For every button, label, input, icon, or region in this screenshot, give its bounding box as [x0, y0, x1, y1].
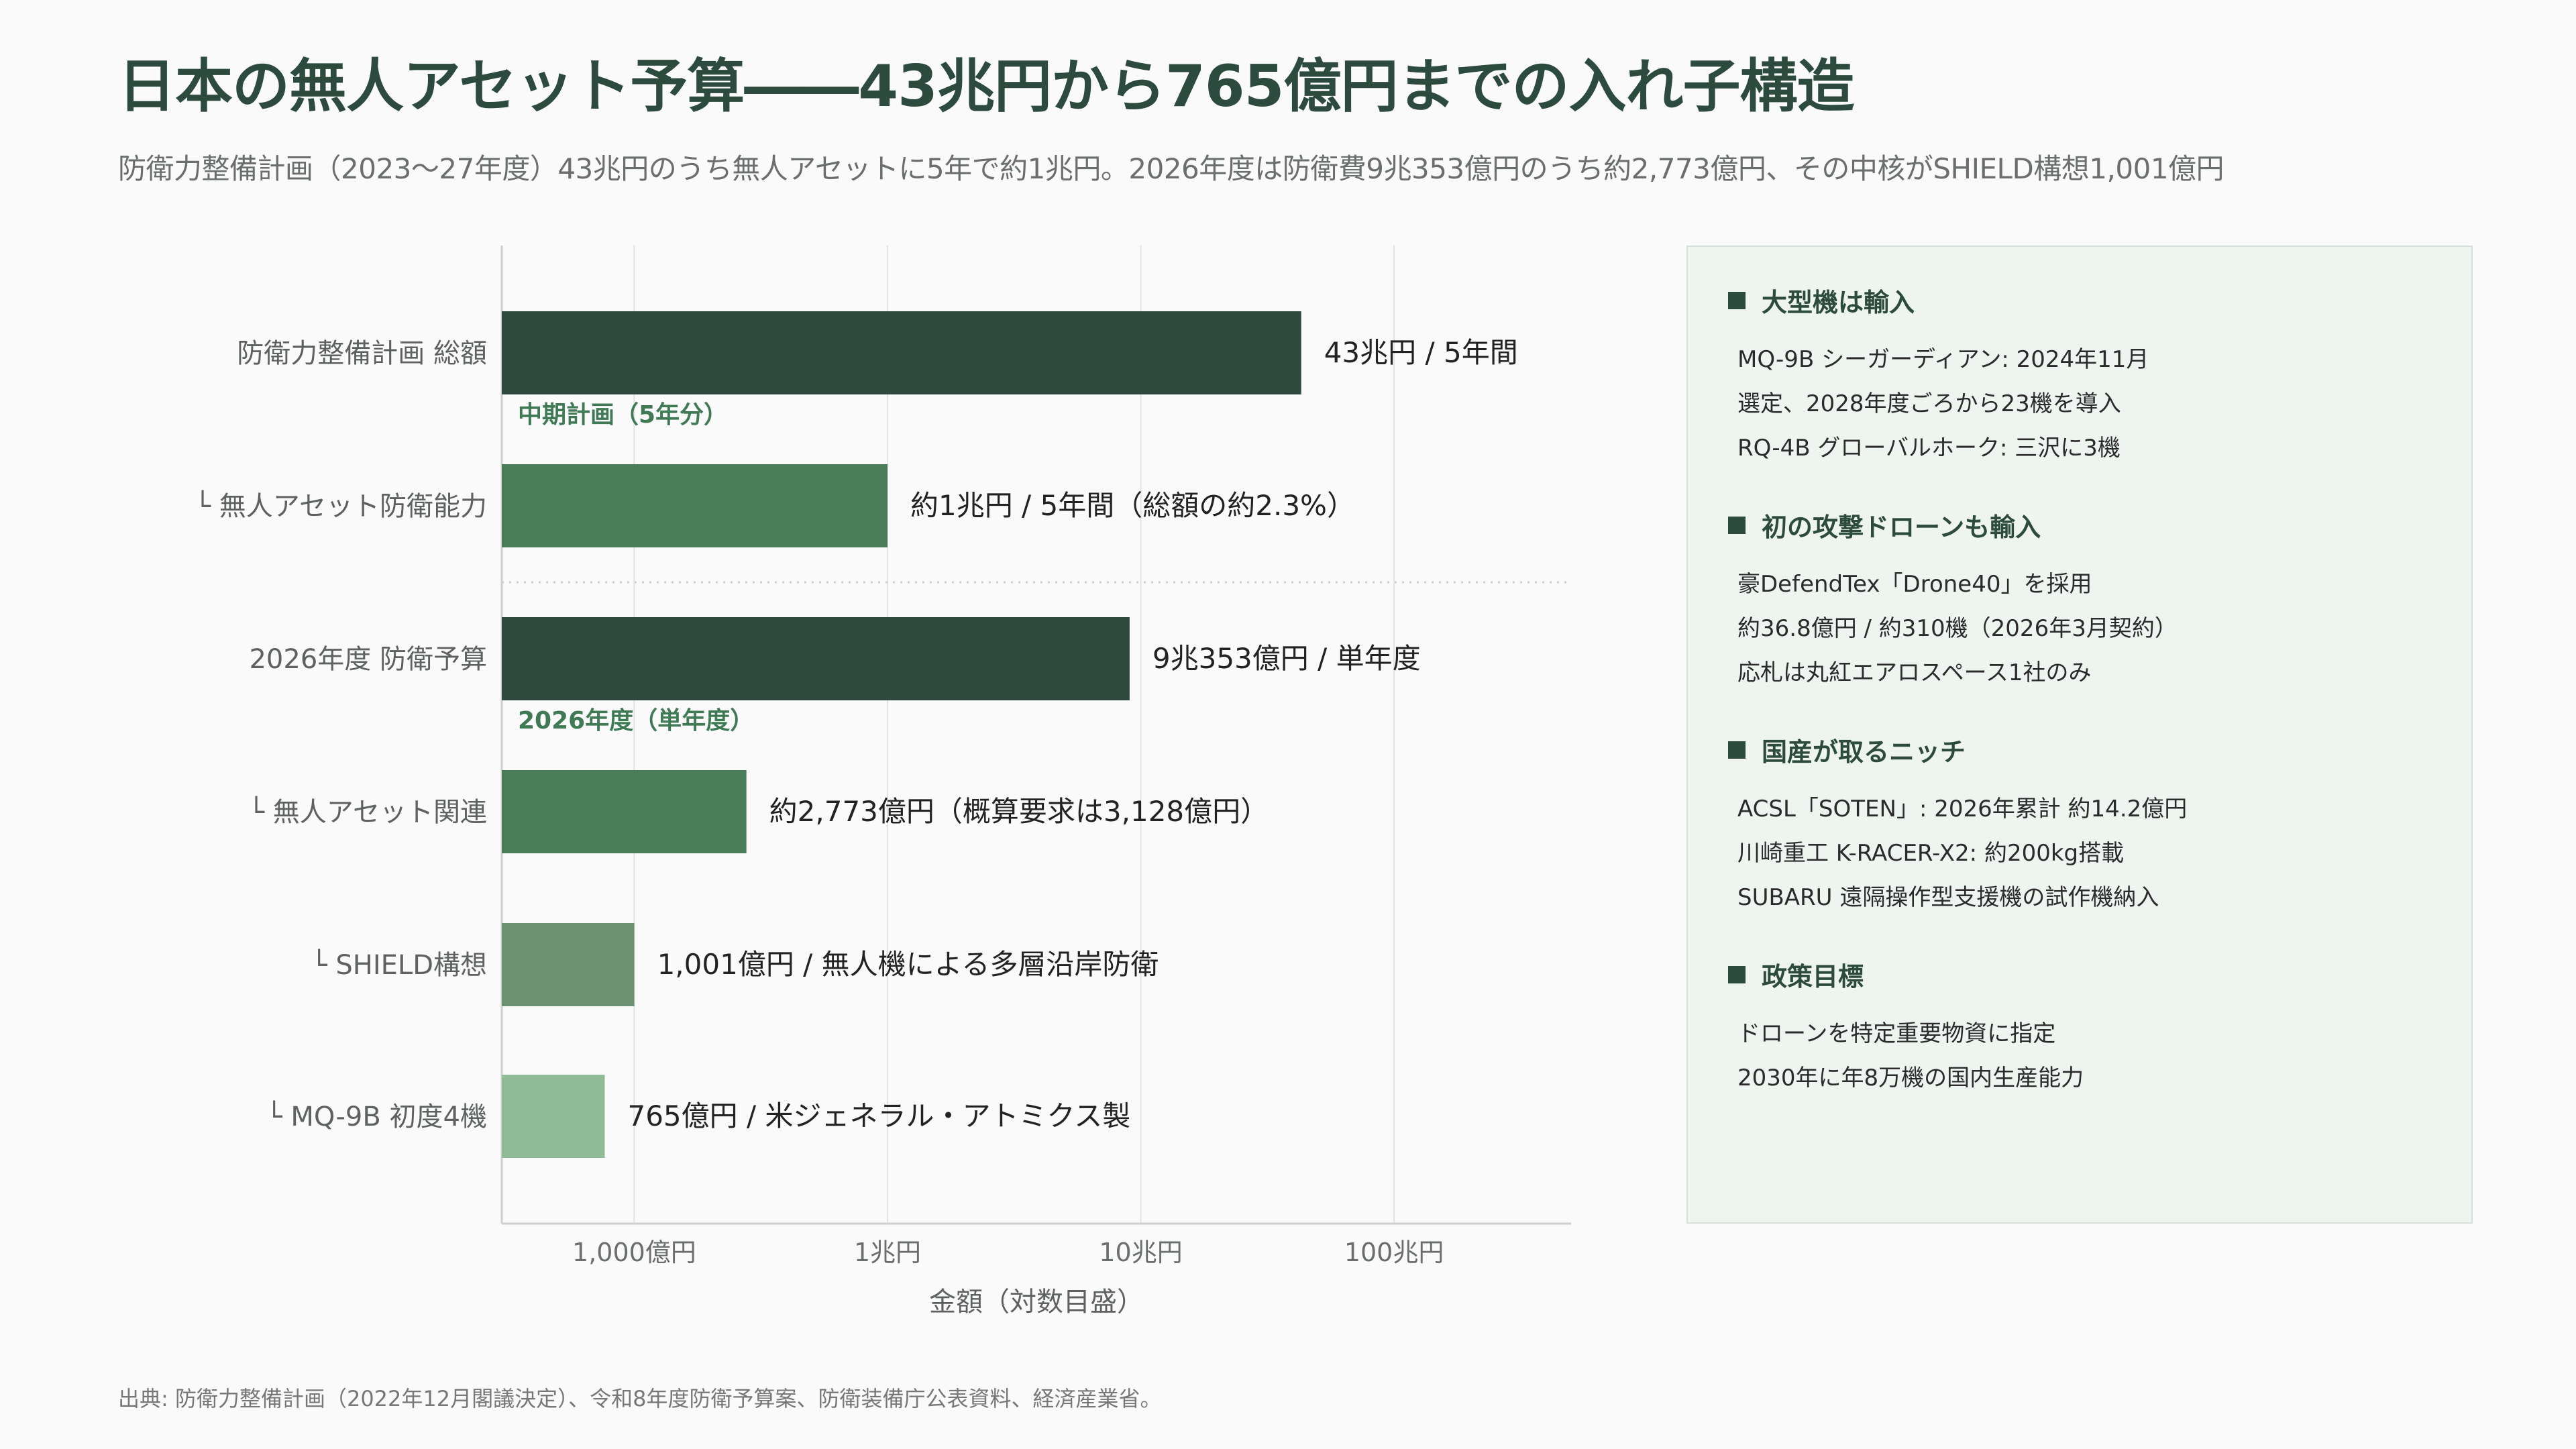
category-label: 防衛力整備計画 総額: [237, 338, 487, 369]
panel-section-title: 初の攻撃ドローンも輸入: [1728, 506, 2431, 543]
value-label: 43兆円 / 5年間: [1324, 336, 1518, 369]
panel-line: ドローンを特定重要物資に指定: [1737, 1020, 2056, 1047]
value-label: 1,001億円 / 無人機による多層沿岸防衛: [657, 948, 1159, 981]
panel-section: 大型機は輸入 MQ-9B シーガーディアン: 2024年11月 選定、2028年…: [1728, 282, 2431, 470]
panel-section-title-text: 国産が取るニッチ: [1762, 737, 1966, 767]
panel-section: 国産が取るニッチ ACSL「SOTEN」: 2026年累計 約14.2億円 川崎…: [1728, 731, 2431, 920]
value-label: 約2,773億円（概算要求は3,128億円）: [769, 795, 1269, 828]
chart-subtitle: 防衛力整備計画（2023〜27年度）43兆円のうち無人アセットに5年で約1兆円。…: [118, 152, 2224, 185]
group-label: 中期計画（5年分）: [518, 401, 728, 429]
category-label: └ 無人アセット防衛能力: [195, 490, 487, 522]
panel-line: 選定、2028年度ごろから23機を導入: [1737, 390, 2121, 417]
panel-section-title-text: 大型機は輸入: [1762, 288, 1915, 317]
bar: [502, 464, 888, 547]
square-bullet-icon: [1728, 965, 1746, 983]
square-bullet-icon: [1728, 516, 1746, 534]
category-label: └ 無人アセット関連: [248, 796, 487, 828]
panel-section: 初の攻撃ドローンも輸入 豪DefendTex「Drone40」を採用 約36.8…: [1728, 506, 2431, 695]
panel-line: 応札は丸紅エアロスペース1社のみ: [1737, 659, 2092, 686]
bar: [502, 311, 1301, 394]
x-tick-label: 100兆円: [1344, 1238, 1444, 1267]
value-label: 約1兆円 / 5年間（総額の約2.3%）: [910, 489, 1355, 522]
panel-line: 川崎重工 K-RACER-X2: 約200kg搭載: [1737, 840, 2125, 867]
panel-line: MQ-9B シーガーディアン: 2024年11月: [1737, 346, 2149, 373]
x-axis-title: 金額（対数目盛）: [929, 1287, 1144, 1318]
category-label: 2026年度 防衛予算: [249, 644, 487, 675]
square-bullet-icon: [1728, 741, 1746, 759]
x-tick-label: 10兆円: [1099, 1238, 1182, 1267]
panel-section-title-text: 初の攻撃ドローンも輸入: [1762, 513, 2041, 542]
side-panel: 大型機は輸入 MQ-9B シーガーディアン: 2024年11月 選定、2028年…: [1686, 246, 2473, 1224]
value-label: 765億円 / 米ジェネラル・アトミクス製: [627, 1099, 1130, 1132]
panel-section-title-text: 政策目標: [1762, 962, 1864, 991]
panel-line: 2030年に年8万機の国内生産能力: [1737, 1065, 2084, 1091]
source-note: 出典: 防衛力整備計画（2022年12月閣議決定）、令和8年度防衛予算案、防衛装…: [118, 1386, 1162, 1411]
bar: [502, 923, 635, 1006]
panel-line: ACSL「SOTEN」: 2026年累計 約14.2億円: [1737, 796, 2188, 822]
panel-section: 政策目標 ドローンを特定重要物資に指定 2030年に年8万機の国内生産能力: [1728, 956, 2431, 1100]
bar: [502, 617, 1130, 700]
x-tick-label: 1,000億円: [572, 1238, 696, 1267]
category-label: └ MQ-9B 初度4機: [266, 1100, 487, 1132]
panel-line: 豪DefendTex「Drone40」を採用: [1737, 571, 2092, 598]
value-label: 9兆353億円 / 単年度: [1152, 642, 1421, 675]
panel-section-title: 国産が取るニッチ: [1728, 731, 2431, 768]
panel-section-title: 政策目標: [1728, 956, 2431, 993]
x-tick-label: 1兆円: [854, 1238, 921, 1267]
panel-line: RQ-4B グローバルホーク: 三沢に3機: [1737, 435, 2121, 462]
panel-line: SUBARU 遠隔操作型支援機の試作機納入: [1737, 884, 2159, 911]
category-label: └ SHIELD構想: [311, 949, 487, 981]
chart-title: 日本の無人アセット予算――43兆円から765億円までの入れ子構造: [118, 53, 1854, 120]
panel-line: 約36.8億円 / 約310機（2026年3月契約）: [1737, 615, 2178, 642]
bar: [502, 1075, 605, 1158]
square-bullet-icon: [1728, 291, 1746, 309]
bar: [502, 770, 747, 853]
bar-chart: 防衛力整備計画 総額 43兆円 / 5年間 └ 無人アセット防衛能力 約1兆円 / 5…: [195, 246, 1571, 1318]
group-label: 2026年度（単年度）: [518, 707, 754, 735]
panel-section-title: 大型機は輸入: [1728, 282, 2431, 319]
